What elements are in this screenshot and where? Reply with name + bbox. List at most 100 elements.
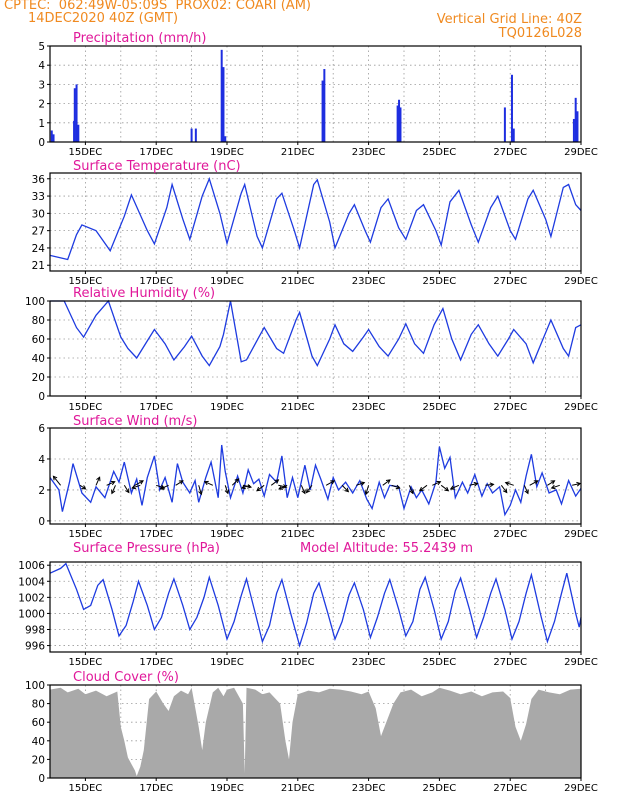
precip-bar <box>399 107 402 142</box>
model-altitude-label: Model Altitude: 55.2439 m <box>300 541 473 556</box>
panel-6: 0 20 40 60 80 100 15DEC 17DEC 19DEC 21DEC 23DEC 25D… <box>25 670 598 794</box>
precip-bar <box>510 74 513 142</box>
precip-bar <box>190 128 193 142</box>
wind-arrow-head <box>344 487 350 493</box>
x-tick-label: 15DEC <box>69 276 103 287</box>
x-tick-label: 27DEC <box>493 657 527 668</box>
x-tick-label: 25DEC <box>423 147 457 158</box>
precip-bar <box>50 130 53 142</box>
y-tick-label: 30 <box>32 208 45 220</box>
x-tick-label: 17DEC <box>139 147 173 158</box>
precip-bar <box>323 69 326 142</box>
wind-arrow <box>547 480 555 486</box>
x-tick-label: 25DEC <box>423 783 457 794</box>
wind-arrow-head <box>436 480 442 486</box>
wind-arrow <box>325 480 335 486</box>
series-line <box>49 176 582 261</box>
panel-title: Precipitation (mm/h) <box>73 31 206 46</box>
wind-arrow <box>300 485 306 494</box>
x-tick-label: 21DEC <box>281 402 315 413</box>
x-tick-label: 29DEC <box>564 657 598 668</box>
x-tick-label: 15DEC <box>69 657 103 668</box>
panel-2: 21 24 27 30 33 36 15DEC 17DEC 19DEC 21DEC 23DEC 25D… <box>32 159 598 287</box>
wind-arrow-head <box>524 489 529 495</box>
header-grid-note: Vertical Grid Line: 40Z <box>436 12 582 27</box>
wind-arrow-head <box>502 488 508 494</box>
panel-5: 996 998 1000 1002 1004 1006 15DEC 17DEC 19DEC 21D… <box>18 541 598 668</box>
wind-arrow <box>278 484 288 490</box>
x-tick-label: 19DEC <box>210 147 244 158</box>
wind-arrow-head <box>301 489 306 495</box>
x-tick-label: 29DEC <box>564 147 598 158</box>
y-tick-label: 100 <box>25 296 45 308</box>
precip-bar <box>321 80 324 142</box>
series-line <box>49 444 582 517</box>
wind-arrow <box>572 483 581 486</box>
wind-arrow-head <box>110 480 116 486</box>
y-tick-label: 3 <box>38 79 45 91</box>
wind-arrow <box>175 480 184 486</box>
panel-4: 0 2 4 6 15DEC 17DEC 19DEC 21DEC 23DEC 25DEC 27DEC 2… <box>38 414 598 540</box>
precip-bar <box>576 111 579 142</box>
x-tick-label: 23DEC <box>352 529 386 540</box>
y-tick-label: 20 <box>32 754 45 766</box>
precip-bar <box>77 124 80 142</box>
y-tick-label: 60 <box>32 717 45 729</box>
y-tick-label: 6 <box>38 423 45 435</box>
panel-title: Surface Wind (m/s) <box>73 414 197 429</box>
wind-arrow <box>485 483 494 486</box>
x-tick-label: 15DEC <box>69 529 103 540</box>
wind-arrow <box>132 484 141 489</box>
precip-bar <box>512 128 515 142</box>
y-tick-label: 0 <box>38 773 45 785</box>
wind-arrow <box>500 484 508 493</box>
wind-arrow-head <box>489 482 495 488</box>
y-tick-label: 27 <box>32 226 45 238</box>
wind-arrow <box>256 484 265 492</box>
wind-arrow-head <box>418 486 424 492</box>
precip-bar <box>222 67 225 142</box>
cloud-cover-area <box>50 687 581 778</box>
wind-arrow-head <box>224 489 230 495</box>
wind-arrow-head <box>198 490 203 496</box>
y-tick-label: 1002 <box>18 592 45 604</box>
x-tick-label: 19DEC <box>210 657 244 668</box>
precip-bar <box>220 49 223 143</box>
x-tick-label: 21DEC <box>281 529 315 540</box>
wind-arrow-head <box>178 480 184 485</box>
x-tick-label: 23DEC <box>352 657 386 668</box>
wind-arrow-head <box>533 480 539 485</box>
panel-3: 0 20 40 60 80 100 15DEC 17DEC 19DEC 21DEC 23DEC 25D… <box>25 286 598 413</box>
wind-arrow <box>123 485 130 493</box>
wind-arrow <box>198 485 202 495</box>
wind-arrow-head <box>444 486 450 492</box>
x-tick-label: 27DEC <box>493 402 527 413</box>
x-tick-label: 17DEC <box>139 402 173 413</box>
x-tick-label: 17DEC <box>139 783 173 794</box>
wind-arrow-head <box>234 478 240 483</box>
wind-arrow-head <box>256 486 262 492</box>
header-date: 14DEC2020 40Z (GMT) <box>28 11 179 26</box>
wind-arrow <box>382 479 391 486</box>
wind-arrow-head <box>550 484 556 490</box>
wind-arrow <box>160 484 169 490</box>
x-tick-label: 29DEC <box>564 276 598 287</box>
wind-arrow-head <box>203 480 209 486</box>
x-tick-label: 19DEC <box>210 783 244 794</box>
wind-arrow <box>391 484 400 489</box>
wind-arrow <box>270 479 279 486</box>
y-tick-label: 100 <box>25 680 45 692</box>
x-tick-label: 29DEC <box>564 783 598 794</box>
wind-arrow <box>408 485 414 494</box>
panel-frame <box>49 45 582 143</box>
header-source: CPTEC: <box>4 0 51 13</box>
wind-arrow-head <box>159 485 165 490</box>
x-tick-label: 23DEC <box>352 147 386 158</box>
wind-arrow-head <box>278 485 284 490</box>
y-tick-label: 4 <box>38 454 45 466</box>
panel-title: Cloud Cover (%) <box>73 670 179 685</box>
wind-arrow <box>306 484 313 493</box>
wind-arrow <box>111 485 116 494</box>
